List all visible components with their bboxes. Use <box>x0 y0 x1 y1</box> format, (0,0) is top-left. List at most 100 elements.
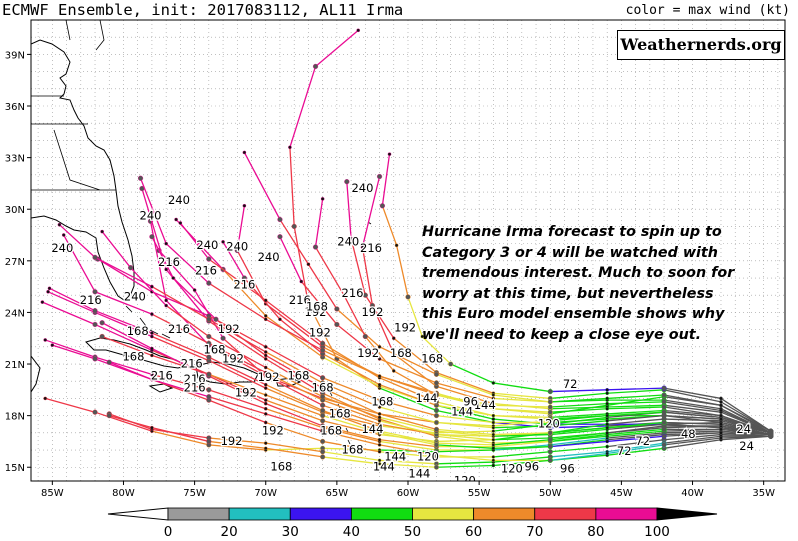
track-point <box>206 394 212 400</box>
track-point <box>377 422 382 427</box>
track-segment <box>139 177 167 245</box>
track-segment <box>549 389 608 393</box>
forecast-hour-label: 48 <box>681 427 696 441</box>
track-segment <box>208 440 267 449</box>
track-point <box>106 359 112 365</box>
map-axes: 39N 36N 33N 30N 27N 24N 21N 18N 15N 85W 80W 75W 70W 6… <box>5 50 775 499</box>
track-segment <box>265 421 324 443</box>
track-point <box>46 289 50 294</box>
track-point <box>605 418 609 423</box>
track-segment <box>663 389 722 403</box>
track-segment <box>549 406 608 410</box>
colorbar-bin <box>350 507 413 521</box>
track-segment <box>265 375 324 400</box>
lon-label: 85W <box>41 488 64 499</box>
track-point <box>47 286 52 291</box>
track-segment <box>378 440 438 451</box>
track-segment <box>435 461 495 465</box>
forecast-hour-label: 240 <box>351 181 373 195</box>
track-segment <box>361 175 381 248</box>
track-segment <box>265 358 324 394</box>
track-point <box>379 203 385 209</box>
track-segment <box>265 384 324 412</box>
track-point <box>605 444 609 449</box>
track-segment <box>378 444 438 456</box>
lon-label: 35W <box>752 488 775 499</box>
track-segment <box>720 432 772 436</box>
track-segment <box>663 394 722 406</box>
track-segment <box>549 427 608 434</box>
forecast-hour-label: 144 <box>361 422 383 436</box>
track-point <box>433 426 440 432</box>
forecast-hour-label: 168 <box>390 346 412 360</box>
cuba <box>85 337 188 369</box>
lat-label: 33N <box>5 154 25 165</box>
track-point <box>377 418 382 423</box>
track-point <box>164 303 168 308</box>
jamaica <box>148 383 174 393</box>
lat-label: 15N <box>5 463 25 474</box>
track-point <box>100 229 104 234</box>
forecast-hour-label: 168 <box>270 460 292 474</box>
track-point <box>491 413 496 418</box>
track-point <box>320 438 326 445</box>
track-segment <box>663 439 722 449</box>
track-segment <box>321 396 381 419</box>
colorbar-tick-label: 40 <box>343 524 360 540</box>
track-point <box>433 392 440 398</box>
track-segment <box>265 402 324 427</box>
track-segment <box>606 425 665 434</box>
track-point <box>661 442 667 448</box>
track-point <box>150 346 154 351</box>
track-segment <box>378 416 438 432</box>
track-segment <box>208 389 267 410</box>
track-segment <box>94 291 153 315</box>
track-point <box>277 216 283 223</box>
track-point <box>605 391 609 396</box>
track-point <box>369 302 376 309</box>
track-segment <box>336 323 381 360</box>
lat-label: 21N <box>5 360 25 371</box>
track-segment <box>208 375 267 405</box>
track-point <box>547 416 553 422</box>
track-segment <box>44 339 96 358</box>
track-point <box>377 461 382 466</box>
track-point <box>320 428 326 434</box>
track-point <box>320 418 326 424</box>
track-segment <box>165 242 210 284</box>
track-segment <box>381 205 398 246</box>
track-point <box>50 343 55 347</box>
track-point <box>150 425 154 430</box>
track-point <box>433 452 440 458</box>
track-segment <box>41 301 96 326</box>
puerto-rico <box>275 377 302 387</box>
track-point <box>547 449 553 455</box>
forecast-hour-label: 240 <box>124 289 146 303</box>
track-segment <box>549 428 608 436</box>
track-segment <box>321 451 381 462</box>
forecast-hour-label: 96 <box>524 460 539 474</box>
forecast-hour-label: 120 <box>538 417 560 431</box>
track-segment <box>179 222 210 260</box>
lat-label: 24N <box>5 308 25 319</box>
track-segment <box>378 430 438 444</box>
track-segment <box>606 409 665 415</box>
track-point <box>661 413 667 419</box>
track-point <box>320 413 326 419</box>
track-point <box>57 222 62 227</box>
track-segment <box>321 382 381 408</box>
track-point <box>92 321 98 328</box>
track-point <box>719 403 723 408</box>
track-segment <box>165 304 210 338</box>
track-segment <box>321 377 381 401</box>
forecast-hour-label: 168 <box>320 424 342 438</box>
track-segment <box>279 318 324 355</box>
track-segment <box>435 439 495 443</box>
track-segment <box>435 449 495 453</box>
track-segment <box>151 354 210 376</box>
track-segment <box>236 205 246 252</box>
track-point <box>491 381 496 385</box>
track-segment <box>663 411 722 419</box>
forecast-hour-label: 144 <box>384 449 406 463</box>
